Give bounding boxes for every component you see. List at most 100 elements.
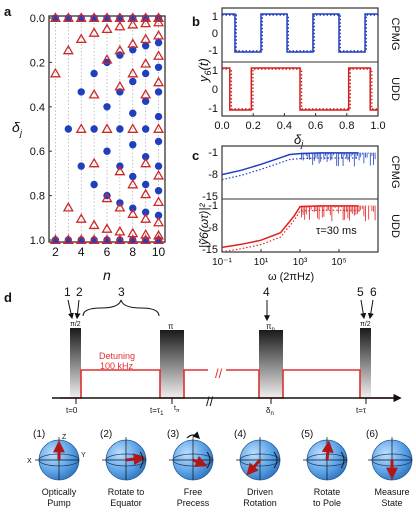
time-label-t1: t=τ1 xyxy=(150,406,164,417)
bloch-caption-line1: Driven xyxy=(247,487,273,497)
udd-point xyxy=(127,67,139,78)
detuning-trace-2 xyxy=(226,369,398,399)
panel-b-cpmg-trace xyxy=(222,13,378,53)
udd-point xyxy=(140,188,152,199)
panel-b-xtick-label: 0.6 xyxy=(308,120,323,132)
udd-point xyxy=(49,12,61,22)
panel-label-c: c xyxy=(192,148,199,163)
udd-point xyxy=(153,29,165,40)
panel-c-tau-label: τ=30 ms xyxy=(316,225,357,237)
pulse-pi2-end xyxy=(360,328,371,398)
step-6-arrow xyxy=(367,299,374,320)
udd-point xyxy=(75,33,87,44)
bloch-caption-line1: Rotate xyxy=(314,487,341,497)
udd-point xyxy=(88,234,100,244)
panel-c-cpmg-curve xyxy=(221,152,359,176)
bloch-step-label: (4) xyxy=(234,429,246,440)
panel-a-xtick-label: 8 xyxy=(129,245,136,259)
udd-point xyxy=(62,234,74,244)
state-vector-arrow xyxy=(192,455,208,468)
panel-a-ytick-label: 0.6 xyxy=(30,146,45,158)
panel-c-xtick-label: 10¹ xyxy=(254,257,269,268)
pulse-pi2-start-label: π/2 xyxy=(70,321,81,328)
panel-b-xticks: 0.0 0.2 0.4 0.6 0.8 1.0 xyxy=(214,113,386,132)
bloch-caption-line2: State xyxy=(381,498,402,508)
panel-b-cpmg-label: CPMG xyxy=(389,18,401,51)
bloch-caption-line1: Optically xyxy=(42,487,77,497)
cpmg-point xyxy=(116,125,124,133)
udd-point xyxy=(114,201,126,212)
udd-point xyxy=(101,192,113,203)
panel-a-ytick-label: 1.0 xyxy=(30,235,45,247)
cpmg-point xyxy=(103,103,111,111)
udd-point xyxy=(114,234,126,244)
udd-point xyxy=(140,157,152,168)
panel-c-udd-oscillations xyxy=(301,205,376,222)
panel-c-xticks: 10⁻¹ 10¹ 10³ 10⁵ xyxy=(212,249,347,268)
udd-point xyxy=(127,18,139,29)
udd-point xyxy=(101,12,113,22)
udd-point xyxy=(49,234,61,244)
panel-c-ytick-label: -15 xyxy=(202,244,218,256)
panel-label-b: b xyxy=(192,14,200,29)
step-number-6: 6 xyxy=(370,285,377,299)
panel-a-xticks: 2 4 6 8 10 xyxy=(52,245,165,259)
step-number-3: 3 xyxy=(118,285,125,299)
panel-a-ylabel: δ xyxy=(12,119,20,135)
cpmg-point xyxy=(116,51,124,59)
rotation-arrow xyxy=(273,451,278,469)
panel-a-yticks: 0.0 0.2 0.4 0.6 0.8 1.0 xyxy=(30,13,52,247)
udd-point xyxy=(153,76,165,87)
panel-b-ytick-label: -1 xyxy=(208,103,218,115)
panel-b-cpmg-dotted-trace xyxy=(222,14,378,52)
cpmg-point xyxy=(90,125,98,133)
udd-point xyxy=(114,165,126,176)
panel-c-cpmg-dotted-curve xyxy=(221,157,359,181)
udd-point xyxy=(88,27,100,37)
udd-point xyxy=(127,208,139,218)
udd-point xyxy=(114,20,126,31)
bloch-caption-line2: Pump xyxy=(47,498,71,508)
udd-point xyxy=(140,17,152,28)
cpmg-point xyxy=(154,187,163,195)
udd-point xyxy=(153,16,165,27)
pulse-pi2-start xyxy=(70,328,81,398)
bloch-step-label: (3) xyxy=(167,429,179,440)
udd-point xyxy=(127,123,139,133)
panel-c-ytick-label: -8 xyxy=(208,222,218,234)
udd-point xyxy=(75,213,87,223)
precession-arrow xyxy=(186,431,201,440)
udd-point xyxy=(101,123,113,133)
udd-point xyxy=(88,219,100,230)
panel-b-udd-dotted-trace xyxy=(222,68,378,110)
panel-a-xtick-label: 6 xyxy=(104,245,111,259)
udd-point xyxy=(114,80,126,91)
udd-point xyxy=(101,23,113,34)
pulse-pin-label: πn xyxy=(266,322,275,333)
cpmg-point xyxy=(154,211,163,220)
cpmg-point xyxy=(141,42,150,50)
detuning-value: 100 kHz xyxy=(100,361,134,371)
pulse-pi2-end-label: π/2 xyxy=(360,321,371,328)
udd-point xyxy=(75,123,87,133)
udd-point xyxy=(140,234,152,244)
bloch-step-label: (2) xyxy=(100,429,112,440)
bloch-caption-line2: Rotation xyxy=(243,498,277,508)
panel-c-ytick-label: -15 xyxy=(202,191,218,203)
udd-point xyxy=(153,234,165,244)
cpmg-point xyxy=(129,109,137,117)
cpmg-point xyxy=(90,180,98,189)
udd-point xyxy=(88,88,100,99)
panel-b-yticks: 1 0 -1 1 0 -1 xyxy=(208,11,218,115)
cpmg-point xyxy=(141,125,150,133)
udd-point xyxy=(153,12,165,22)
panel-b-xtick-label: 0.2 xyxy=(246,120,261,132)
panel-a-xtick-label: 4 xyxy=(78,245,85,259)
cpmg-point xyxy=(77,162,85,170)
